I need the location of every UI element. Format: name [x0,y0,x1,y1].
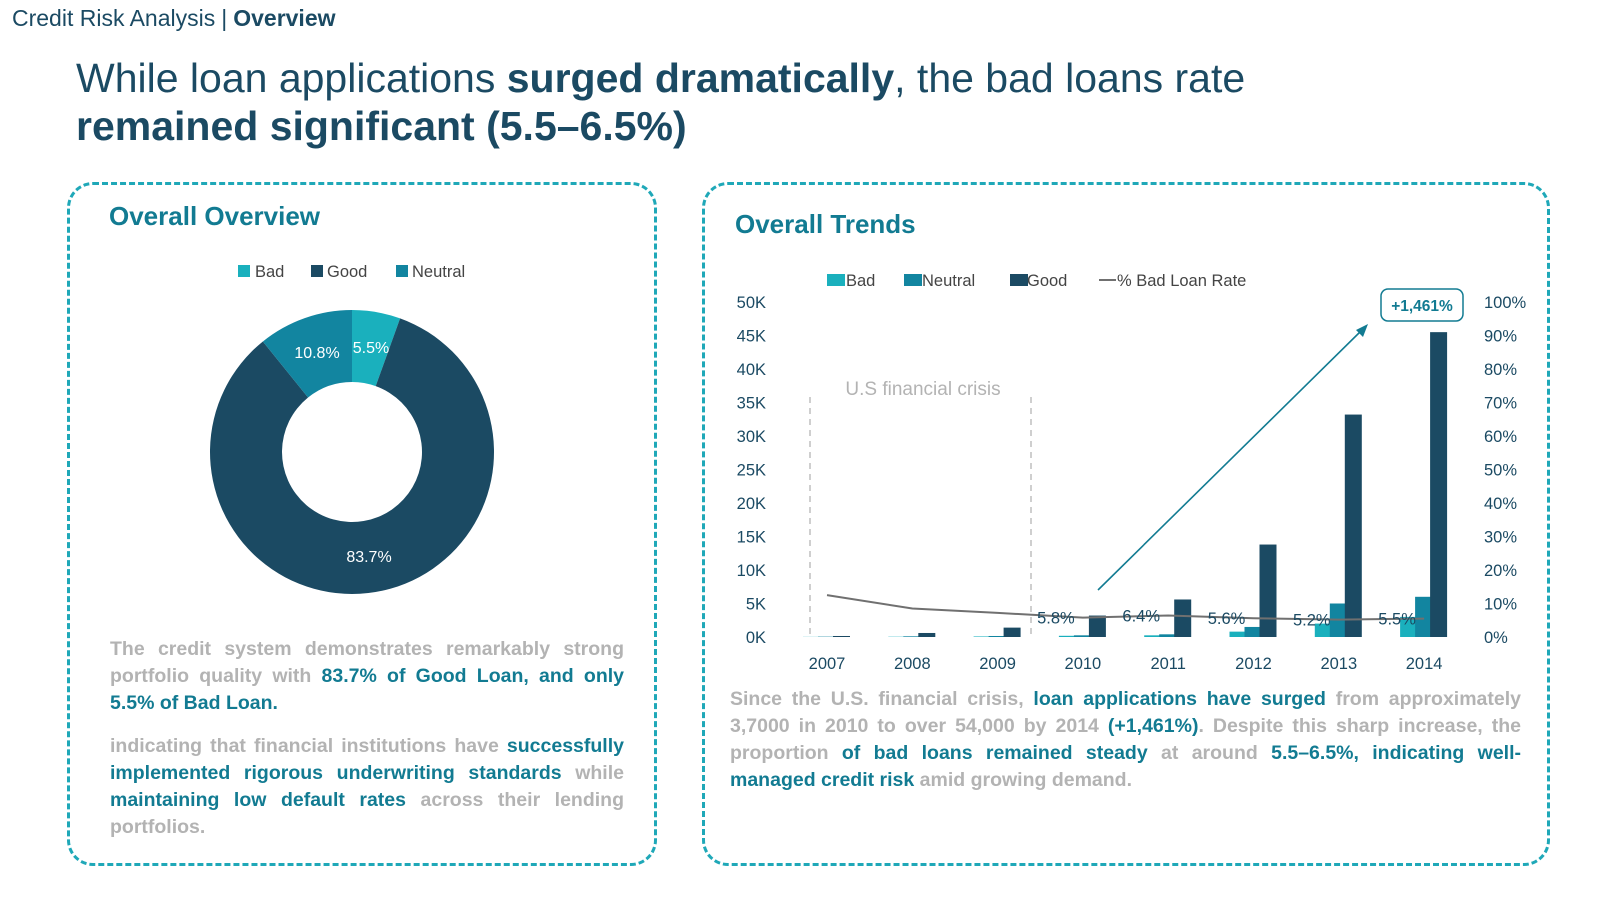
trends-text-4: at around [1147,742,1272,764]
breadcrumb-current-page: Overview [233,5,336,31]
headline-bold-1: surged dramatically [506,55,895,101]
headline-text-1: While loan applications [76,55,507,101]
overview-p2-highlight-2: maintaining low default rates [110,789,406,811]
trends-text-1: Since the U.S. financial crisis, [730,688,1034,710]
trends-text-5: amid growing demand. [914,769,1133,791]
breadcrumb-separator: | [221,5,228,31]
page-title: While loan applications surged dramatica… [76,54,1536,150]
trends-highlight-3: of bad loans remained steady [841,742,1148,764]
trends-text-3: . Despite this sharp increase, the propo… [730,715,1521,764]
overview-title: Overall Overview [109,201,321,231]
overview-p2-text-3: across their lending portfolios. [110,789,624,838]
overview-paragraph-1: The credit system demonstrates remarkabl… [110,636,624,717]
overview-p1-highlight: 83.7% of Good Loan, and only 5.5% of Bad… [110,665,624,714]
overview-p1-text: The credit system demonstrates remarkabl… [110,638,624,687]
trends-text-2: from approximately 3,7000 in 2010 to ove… [730,688,1521,737]
overview-panel [67,182,657,866]
breadcrumb-section[interactable]: Credit Risk Analysis [12,5,216,31]
overview-p2-highlight-1: successfully implemented rigorous underw… [110,735,624,784]
overview-p2-text-2: while [561,762,624,784]
trends-highlight-2: (+1,461%) [1107,715,1199,737]
overview-paragraph-2: indicating that financial institutions h… [110,733,624,841]
trends-panel [702,182,1550,866]
headline-bold-2: remained significant (5.5–6.5%) [76,103,687,149]
headline-text-2: , the bad loans rate [894,55,1246,101]
trends-highlight-4: 5.5–6.5%, indicating well-managed credit… [730,742,1522,791]
overview-p2-text-1: indicating that financial institutions h… [110,735,507,757]
trends-highlight-1: loan applications have surged [1033,688,1326,710]
breadcrumb: Credit Risk Analysis | Overview [12,5,336,32]
trends-paragraph: Since the U.S. financial crisis, loan ap… [730,686,1521,794]
trends-title: Overall Trends [735,209,916,239]
